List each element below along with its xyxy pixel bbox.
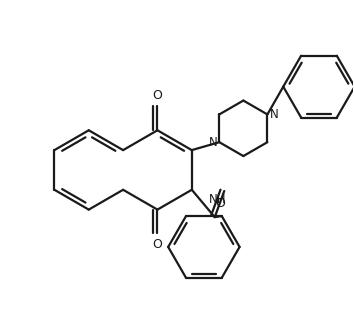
Text: O: O — [153, 89, 162, 102]
Text: O: O — [153, 238, 162, 251]
Text: N: N — [209, 136, 217, 149]
Text: NH: NH — [209, 193, 227, 206]
Text: O: O — [215, 197, 225, 210]
Text: N: N — [269, 108, 278, 121]
